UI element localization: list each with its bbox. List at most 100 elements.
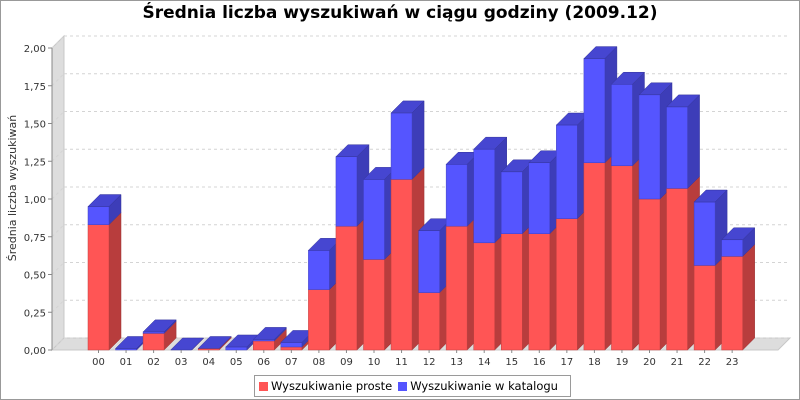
x-tick-label: 03 <box>175 357 188 368</box>
x-tick-label: 06 <box>257 357 270 368</box>
y-axis-label: Średnia liczba wyszukiwań <box>6 115 19 262</box>
bar-19-s0 <box>611 165 633 351</box>
legend-swatch-simple <box>259 381 268 391</box>
bar-13-s0 <box>445 225 468 351</box>
bar-11-s0 <box>390 179 413 351</box>
legend-item-catalog: Wyszukiwanie w katalogu <box>398 379 558 393</box>
legend-swatch-catalog <box>398 381 408 391</box>
bar-side-00-s0 <box>108 212 122 351</box>
bars <box>87 45 756 351</box>
gridline-wall <box>51 148 65 162</box>
x-tick-label: 14 <box>478 357 491 368</box>
bar-18-s1 <box>583 58 606 164</box>
y-tick-label: 0,75 <box>24 233 46 244</box>
bar-top-19 <box>610 71 646 85</box>
x-tick-label: 15 <box>505 357 518 368</box>
bar-08-s1 <box>308 250 330 290</box>
legend-label-simple: Wyszukiwanie proste <box>271 379 393 393</box>
bar-top-14 <box>473 136 508 150</box>
bar-16-s1 <box>528 162 551 234</box>
x-tick-label: 17 <box>560 357 573 368</box>
chart-title: Średnia liczba wyszukiwań w ciągu godzin… <box>142 3 658 23</box>
bar-18-s0 <box>583 162 606 351</box>
bar-06-s0 <box>253 340 275 351</box>
legend-item-simple: Wyszukiwanie proste <box>259 379 392 393</box>
bar-top-22 <box>693 189 728 203</box>
gridline-wall <box>51 111 65 124</box>
bar-09-s1 <box>335 156 358 227</box>
bar-top-23 <box>721 227 756 241</box>
bar-20-s0 <box>638 198 661 351</box>
x-tick-label: 00 <box>92 357 105 368</box>
bar-13-s1 <box>445 164 468 227</box>
bar-side-11-s1 <box>411 100 425 180</box>
bar-02-s0 <box>142 333 165 351</box>
bar-15-s0 <box>501 233 523 351</box>
x-tick-label: 16 <box>533 357 546 368</box>
bar-07-s0 <box>280 346 303 351</box>
bar-11-s1 <box>390 112 413 180</box>
x-tick-label: 13 <box>450 357 463 368</box>
bar-14-s0 <box>473 242 495 351</box>
bar-12-s1 <box>418 230 440 293</box>
bar-08-s0 <box>308 289 330 351</box>
x-tick-label: 18 <box>588 357 601 368</box>
bar-19-s1 <box>611 83 633 167</box>
bar-23-s1 <box>721 239 743 257</box>
x-tick-label: 09 <box>340 357 353 368</box>
bar-top-11 <box>390 100 425 114</box>
x-tick-label: 11 <box>395 357 408 368</box>
y-tick-label: 1,00 <box>24 195 46 206</box>
bar-top-00 <box>87 194 122 207</box>
y-tick-label: 2,00 <box>24 44 46 55</box>
gridline-wall <box>51 186 65 200</box>
gridline-wall <box>51 35 65 49</box>
legend-label-catalog: Wyszukiwanie w katalogu <box>410 379 558 393</box>
bar-10-s0 <box>363 259 385 351</box>
bar-side-23-s0 <box>742 243 755 351</box>
bar-20-s1 <box>638 94 661 200</box>
bar-17-s1 <box>556 124 578 219</box>
bar-top-20 <box>638 82 673 96</box>
bar-21-s0 <box>666 188 688 351</box>
bar-top-03 <box>170 337 205 351</box>
x-tick-label: 04 <box>202 357 215 368</box>
bar-09-s0 <box>335 225 358 351</box>
bar-top-18 <box>583 46 618 59</box>
x-tick-label: 22 <box>698 357 711 368</box>
x-tick-label: 08 <box>313 357 326 368</box>
bar-14-s1 <box>473 148 495 244</box>
bar-top-04 <box>197 336 232 349</box>
bar-side-21-s1 <box>687 94 700 190</box>
y-tick-label: 1,75 <box>24 82 46 93</box>
y-tick-label: 1,25 <box>24 157 46 168</box>
x-tick-label: 07 <box>285 357 298 368</box>
y-axis: 0,00 0,25 0,50 0,75 1,00 1,25 1,50 1,75 2,00 <box>24 44 53 357</box>
bar-top-21 <box>665 94 701 108</box>
bar-16-s0 <box>528 233 551 351</box>
y-tick-label: 1,50 <box>24 120 46 131</box>
bar-00-s1 <box>87 206 110 225</box>
bar-12-s0 <box>418 292 440 351</box>
gridline-wall <box>51 73 65 87</box>
x-tick-label: 12 <box>423 357 436 368</box>
y-tick-label: 0,25 <box>24 308 46 319</box>
gridline-wall <box>51 224 65 238</box>
x-tick-label: 05 <box>230 357 243 368</box>
x-axis: 00 01 02 03 04 05 06 07 08 09 10 11 12 13 14 15 16 17 18 19… <box>92 350 739 368</box>
bar-22-s0 <box>693 265 716 351</box>
bar-05-s1 <box>225 346 247 351</box>
legend: Wyszukiwanie proste Wyszukiwanie w katal… <box>254 375 571 397</box>
x-tick-label: 20 <box>643 357 656 368</box>
x-tick-label: 01 <box>120 357 133 368</box>
x-tick-label: 23 <box>726 357 739 368</box>
bar-17-s0 <box>556 218 578 351</box>
y-tick-label: 0,00 <box>24 346 46 357</box>
x-tick-label: 02 <box>147 357 160 368</box>
y-tick-label: 0,50 <box>24 271 46 282</box>
x-tick-label: 10 <box>368 357 381 368</box>
bar-07-s1 <box>280 342 303 348</box>
x-tick-label: 21 <box>671 357 684 368</box>
bar-top-09 <box>335 144 370 157</box>
